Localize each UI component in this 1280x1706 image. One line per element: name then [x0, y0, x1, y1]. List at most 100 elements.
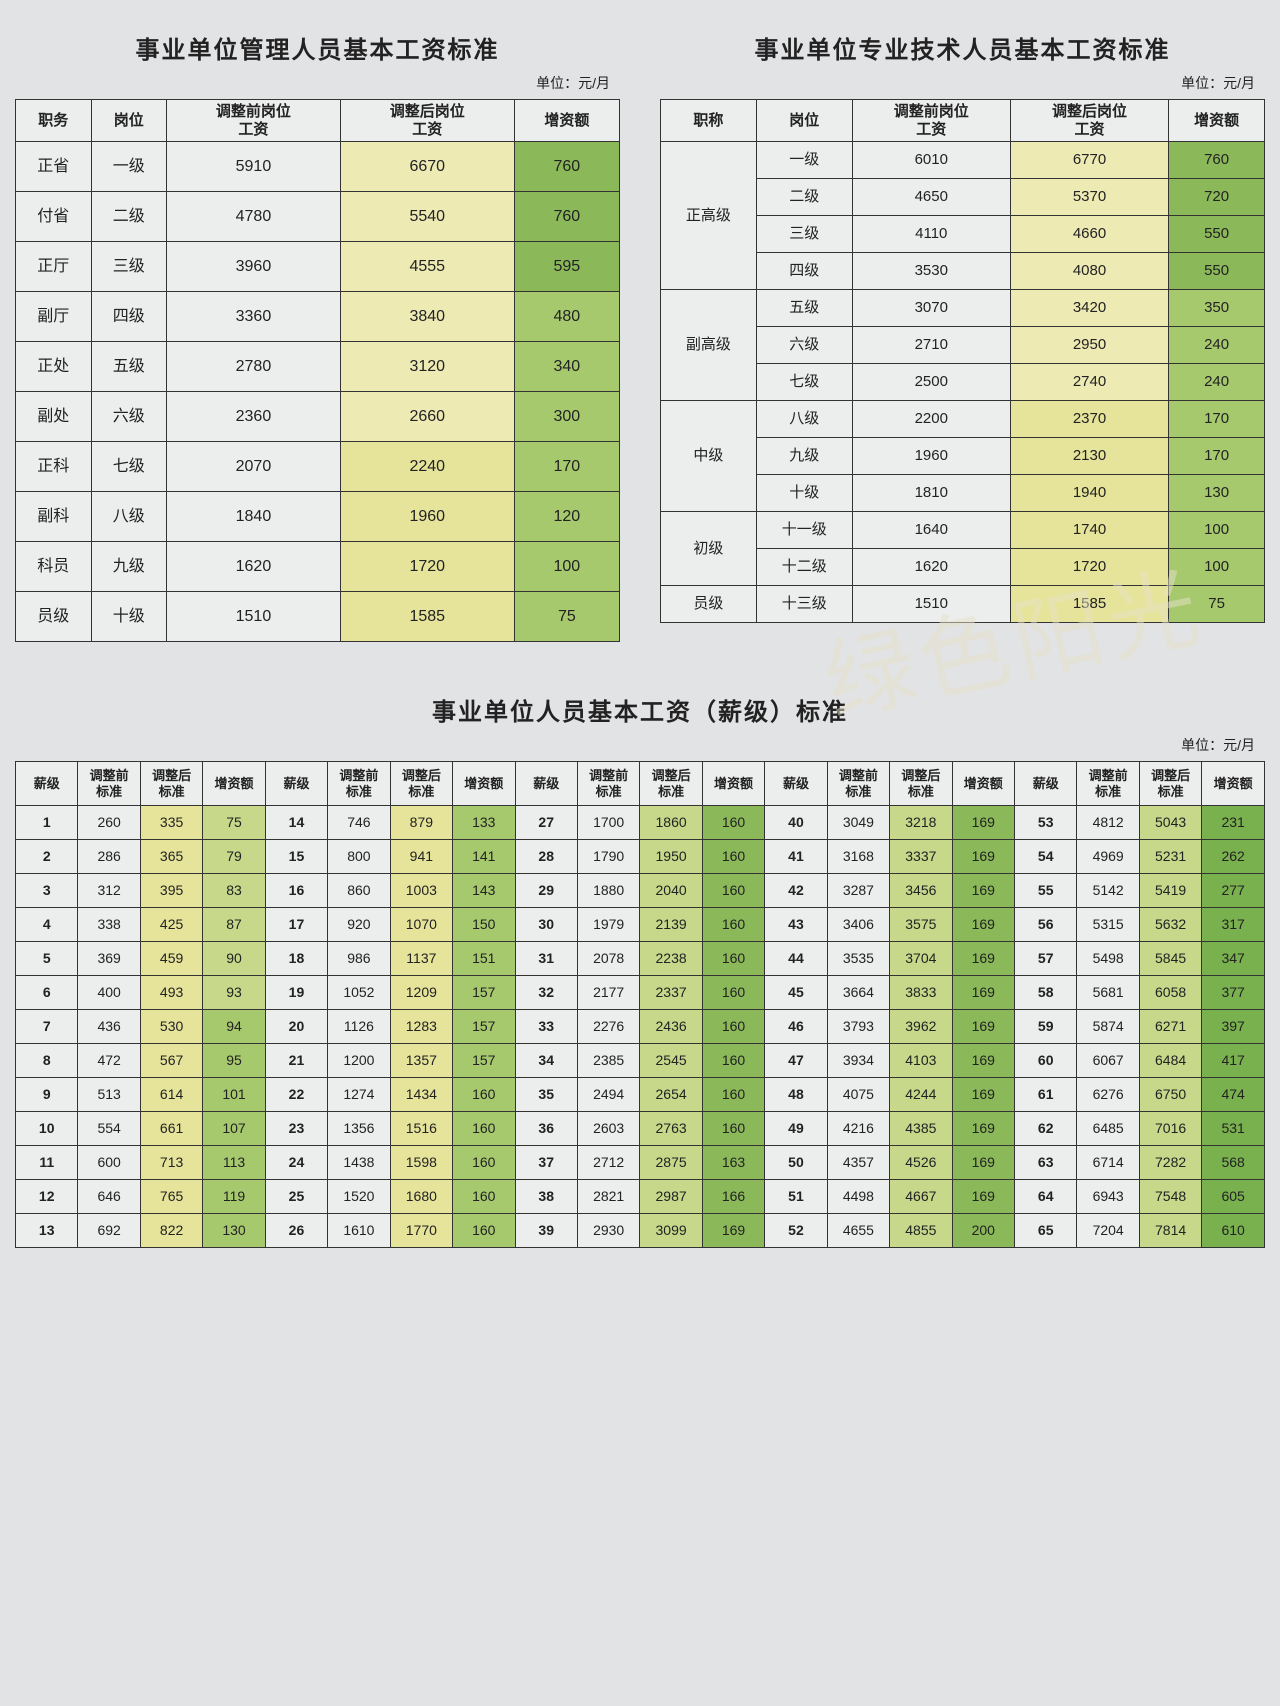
pay-grade-panel: 绿色阳光 事业单位人员基本工资（薪级）标准 单位：元/月 薪级调整前标准调整后标…: [15, 692, 1265, 1248]
cell: 1357: [390, 1044, 452, 1078]
col-header: 增资额: [1169, 100, 1265, 142]
cell: 61: [1015, 1078, 1077, 1112]
cell: 100: [1169, 549, 1265, 586]
cell: 中级: [661, 401, 757, 512]
cell: 2950: [1010, 327, 1168, 364]
cell: 4526: [890, 1146, 952, 1180]
cell: 5043: [1139, 806, 1201, 840]
cell: 3456: [890, 874, 952, 908]
cell: 28: [515, 840, 577, 874]
cell: 1434: [390, 1078, 452, 1112]
table3-title: 事业单位人员基本工资（薪级）标准: [15, 692, 1265, 727]
cell: 101: [203, 1078, 265, 1112]
cell: 9: [16, 1078, 78, 1112]
cell: 2139: [640, 908, 702, 942]
cell: 1680: [390, 1180, 452, 1214]
table-row: 3312395831686010031432918802040160423287…: [16, 874, 1265, 908]
cell: 2040: [640, 874, 702, 908]
cell: 240: [1169, 364, 1265, 401]
cell: 1840: [167, 492, 341, 542]
cell: 130: [1169, 475, 1265, 512]
cell: 160: [453, 1214, 515, 1248]
cell: 1510: [852, 586, 1010, 623]
cell: 65: [1015, 1214, 1077, 1248]
cell: 312: [78, 874, 140, 908]
cell: 169: [702, 1214, 764, 1248]
table-row: 副高级五级30703420350: [661, 290, 1265, 327]
col-header: 调整前标准: [827, 762, 889, 806]
cell: 2500: [852, 364, 1010, 401]
cell: 二级: [756, 179, 852, 216]
cell: 151: [453, 942, 515, 976]
cell: 986: [328, 942, 390, 976]
cell: 46: [765, 1010, 827, 1044]
col-header: 增资额: [203, 762, 265, 806]
cell: 6276: [1077, 1078, 1139, 1112]
cell: 2070: [167, 442, 341, 492]
unit-label-1: 单位：元/月: [15, 73, 610, 93]
table-row: 1264676511925152016801603828212987166514…: [16, 1180, 1265, 1214]
cell: 459: [140, 942, 202, 976]
cell: 1620: [167, 542, 341, 592]
cell: 4650: [852, 179, 1010, 216]
cell: 200: [952, 1214, 1014, 1248]
table-row: 1260335751474687913327170018601604030493…: [16, 806, 1265, 840]
cell: 5142: [1077, 874, 1139, 908]
cell: 605: [1202, 1180, 1265, 1214]
cell: 6714: [1077, 1146, 1139, 1180]
cell: 1740: [1010, 512, 1168, 549]
cell: 30: [515, 908, 577, 942]
cell: 员级: [16, 592, 92, 642]
cell: 90: [203, 942, 265, 976]
cell: 95: [203, 1044, 265, 1078]
cell: 160: [702, 1112, 764, 1146]
cell: 169: [952, 806, 1014, 840]
cell: 3406: [827, 908, 889, 942]
table-row: 初级十一级16401740100: [661, 512, 1265, 549]
cell: 141: [453, 840, 515, 874]
cell: 3337: [890, 840, 952, 874]
cell: 1960: [852, 438, 1010, 475]
cell: 3962: [890, 1010, 952, 1044]
table-row: 9513614101221274143416035249426541604840…: [16, 1078, 1265, 1112]
table-row: 正高级一级60106770760: [661, 142, 1265, 179]
cell: 51: [765, 1180, 827, 1214]
cell: 1880: [577, 874, 639, 908]
cell: 34: [515, 1044, 577, 1078]
cell: 59: [1015, 1010, 1077, 1044]
technical-salary-table: 职称岗位调整前岗位工资调整后岗位工资增资额正高级一级60106770760二级4…: [660, 99, 1265, 623]
cell: 1283: [390, 1010, 452, 1044]
cell: 1585: [340, 592, 514, 642]
cell: 3420: [1010, 290, 1168, 327]
cell: 副处: [16, 392, 92, 442]
cell: 2276: [577, 1010, 639, 1044]
cell: 22: [265, 1078, 327, 1112]
cell: 六级: [91, 392, 167, 442]
cell: 2740: [1010, 364, 1168, 401]
cell: 120: [514, 492, 619, 542]
cell: 2545: [640, 1044, 702, 1078]
table-row: 员级十级1510158575: [16, 592, 620, 642]
cell: 6670: [340, 142, 514, 192]
cell: 760: [514, 142, 619, 192]
cell: 4385: [890, 1112, 952, 1146]
cell: 4969: [1077, 840, 1139, 874]
cell: 2930: [577, 1214, 639, 1248]
cell: 550: [1169, 216, 1265, 253]
table-row: 1055466110723135615161603626032763160494…: [16, 1112, 1265, 1146]
cell: 4498: [827, 1180, 889, 1214]
col-header: 薪级: [515, 762, 577, 806]
cell: 760: [1169, 142, 1265, 179]
cell: 1979: [577, 908, 639, 942]
cell: 119: [203, 1180, 265, 1214]
cell: 1356: [328, 1112, 390, 1146]
cell: 13: [16, 1214, 78, 1248]
cell: 2360: [167, 392, 341, 442]
cell: 5419: [1139, 874, 1201, 908]
cell: 6010: [852, 142, 1010, 179]
cell: 2238: [640, 942, 702, 976]
cell: 十级: [91, 592, 167, 642]
cell: 170: [514, 442, 619, 492]
col-header: 薪级: [16, 762, 78, 806]
cell: 正厅: [16, 242, 92, 292]
